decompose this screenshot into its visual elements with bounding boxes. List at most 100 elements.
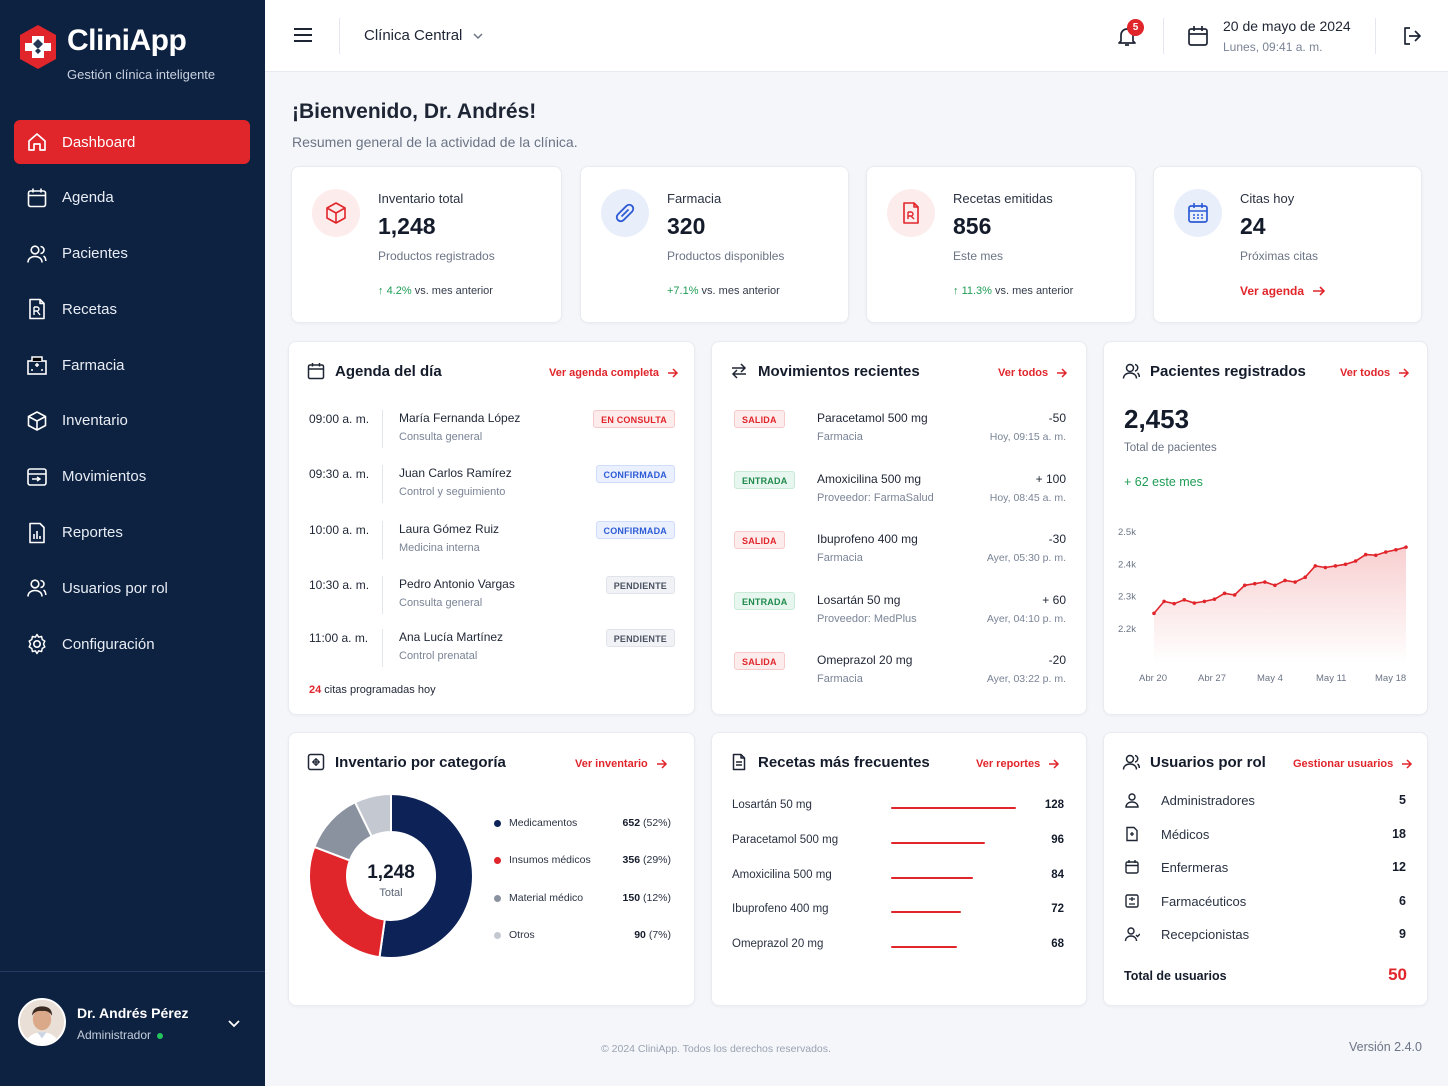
product-name: Omeprazol 20 mg xyxy=(817,653,913,667)
trend-value: +7.1% xyxy=(667,285,699,297)
appointment-row[interactable]: 09:30 a. m. Juan Carlos Ramírez Control y … xyxy=(309,465,675,515)
patients-total: 2,453 xyxy=(1124,404,1190,434)
view-inventory-link[interactable]: Ver inventario xyxy=(575,758,668,770)
agenda-card: Agenda del día Ver agenda completa 09:00… xyxy=(288,341,695,715)
clinic-selector[interactable]: Clínica Central xyxy=(364,27,484,44)
role-row[interactable]: Enfermeras 12 xyxy=(1124,859,1406,879)
product-name: Paracetamol 500 mg xyxy=(817,411,928,425)
appointment-row[interactable]: 09:00 a. m. María Fernanda López Consulta … xyxy=(309,410,675,460)
chevron-down-icon[interactable] xyxy=(226,1015,242,1031)
avatar[interactable] xyxy=(18,998,66,1046)
role-icon xyxy=(1124,927,1140,942)
timeline-divider xyxy=(382,576,383,614)
donut-total: 1,248 xyxy=(367,862,415,883)
role-row[interactable]: Farmacéuticos 6 xyxy=(1124,893,1406,913)
movement-time: Hoy, 08:45 a. m. xyxy=(989,491,1066,504)
chevron-down-icon xyxy=(473,32,483,39)
view-full-agenda-link[interactable]: Ver agenda completa xyxy=(549,367,679,379)
donut-slice[interactable] xyxy=(308,845,386,959)
sidebar-item-agenda[interactable]: Agenda xyxy=(14,176,250,220)
menu-icon[interactable] xyxy=(293,26,313,44)
appointment-row[interactable]: 10:30 a. m. Pedro Antonio Vargas Consulta … xyxy=(309,576,675,626)
role-name: Enfermeras xyxy=(1161,860,1229,875)
role-count: 6 xyxy=(1399,893,1406,908)
stat-card-pharmacy[interactable]: Farmacia 320 Productos disponibles +7.1%… xyxy=(580,166,849,323)
legend-value: 356 (29%) xyxy=(623,854,671,866)
roles-header: Usuarios por rol xyxy=(1122,753,1266,771)
sidebar-item-inventario[interactable]: Inventario xyxy=(14,399,250,443)
legend-value: 652 (52%) xyxy=(623,817,671,829)
view-reports-link[interactable]: Ver reportes xyxy=(976,758,1060,770)
sidebar-item-configuracion[interactable]: Configuración xyxy=(14,622,250,666)
data-point xyxy=(1202,599,1207,604)
data-point xyxy=(1293,580,1297,584)
stat-card-prescriptions[interactable]: Recetas emitidas 856 Este mes ↑ 11.3% vs… xyxy=(866,166,1136,323)
stat-title: Inventario total xyxy=(378,191,464,206)
stat-value: 320 xyxy=(667,213,706,239)
card-title: Recetas más frecuentes xyxy=(758,753,930,771)
trend-value: 11.3% xyxy=(961,285,992,297)
stat-value: 24 xyxy=(1240,213,1266,239)
data-point xyxy=(1394,547,1398,552)
donut-slice[interactable] xyxy=(353,792,392,838)
calendar-icon xyxy=(1188,26,1208,46)
role-row[interactable]: Recepcionistas 9 xyxy=(1124,926,1406,946)
stat-card-appointments[interactable]: Citas hoy 24 Próximas citas Ver agenda xyxy=(1153,166,1422,323)
data-point xyxy=(1313,564,1318,568)
movement-row[interactable]: SALIDA Paracetamol 500 mg Farmacia -50 Hoy, … xyxy=(734,410,1066,454)
data-point xyxy=(1192,601,1197,605)
page-subtitle: Resumen general de la actividad de la cl… xyxy=(292,134,578,150)
report-icon xyxy=(29,522,45,543)
view-agenda-link[interactable]: Ver agenda xyxy=(1240,284,1326,298)
sidebar-item-recetas[interactable]: Recetas xyxy=(14,287,250,331)
role-count: 5 xyxy=(1399,793,1406,807)
sidebar-item-movimientos[interactable]: Movimientos xyxy=(14,455,250,499)
calendar-icon xyxy=(27,188,47,208)
trend-up-icon: ↑ xyxy=(953,285,962,297)
legend-value: 150 (12%) xyxy=(623,892,671,904)
movement-row[interactable]: ENTRADA Losartán 50 mg Proveedor: MedPlus +… xyxy=(734,591,1066,636)
prescription-row: Omeprazol 20 mg 68 xyxy=(732,938,1064,958)
appointment-type: Consulta general xyxy=(399,597,483,609)
agenda-summary: 24 citas programadas hoy xyxy=(309,684,436,696)
notification-badge[interactable]: 5 xyxy=(1127,19,1144,36)
user-profile[interactable]: Dr. Andrés Pérez Administrador xyxy=(0,971,265,1086)
prescription-bar xyxy=(891,876,973,879)
arrow-right-icon xyxy=(1049,759,1060,769)
sidebar-item-pacientes[interactable]: Pacientes xyxy=(14,232,250,276)
patients-total-label: Total de pacientes xyxy=(1124,442,1217,454)
donut-slice[interactable] xyxy=(378,792,474,959)
patients-area-chart: 2.5k 2.4k 2.3k 2.2k Abr 20 Abr 27 May 4 May 11 M… xyxy=(1118,527,1408,684)
appointment-type: Control y seguimiento xyxy=(399,486,506,498)
sidebar-item-reportes[interactable]: Reportes xyxy=(14,511,250,555)
sidebar-item-farmacia[interactable]: Farmacia xyxy=(14,343,250,387)
status-badge: EN CONSULTA xyxy=(593,410,675,428)
prescription-count: 68 xyxy=(1051,938,1064,951)
role-row[interactable]: Administradores 5 xyxy=(1124,792,1406,812)
sidebar-item-dashboard[interactable]: Dashboard xyxy=(14,120,250,164)
logout-icon[interactable] xyxy=(1401,25,1423,47)
manage-users-link[interactable]: Gestionar usuarios xyxy=(1293,758,1413,770)
movement-row[interactable]: SALIDA Ibuprofeno 400 mg Farmacia -30 Ayer, … xyxy=(734,531,1066,575)
view-all-movements-link[interactable]: Ver todos xyxy=(998,367,1068,379)
link-label: Ver agenda completa xyxy=(549,367,660,379)
appointment-count: 24 xyxy=(309,684,322,696)
inventory-card: Inventario por categoría Ver inventario … xyxy=(288,732,695,1006)
view-all-patients-link[interactable]: Ver todos xyxy=(1340,367,1410,379)
brand-logo[interactable]: CliniApp Gestión clínica inteligente xyxy=(18,24,215,82)
appointment-row[interactable]: 11:00 a. m. Ana Lucía Martínez Control pre… xyxy=(309,629,675,679)
area-fill xyxy=(1154,547,1406,663)
role-icon xyxy=(1126,826,1138,841)
role-row[interactable]: Médicos 18 xyxy=(1124,826,1406,846)
sidebar-item-label: Agenda xyxy=(62,189,114,207)
appointment-row[interactable]: 10:00 a. m. Laura Gómez Ruiz Medicina inte… xyxy=(309,521,675,571)
data-point xyxy=(1404,545,1408,549)
data-point xyxy=(1152,611,1156,616)
stat-trend: ↑ 4.2% vs. mes anterior xyxy=(378,285,493,297)
timeline-divider xyxy=(382,629,383,667)
movements-icon xyxy=(731,363,747,379)
sidebar-item-usuarios-por-rol[interactable]: Usuarios por rol xyxy=(14,566,250,610)
movement-row[interactable]: SALIDA Omeprazol 20 mg Farmacia -20 Ayer, 03… xyxy=(734,652,1066,696)
movement-row[interactable]: ENTRADA Amoxicilina 500 mg Proveedor: Farm… xyxy=(734,470,1066,515)
stat-card-inventory[interactable]: Inventario total 1,248 Productos registr… xyxy=(291,166,562,323)
